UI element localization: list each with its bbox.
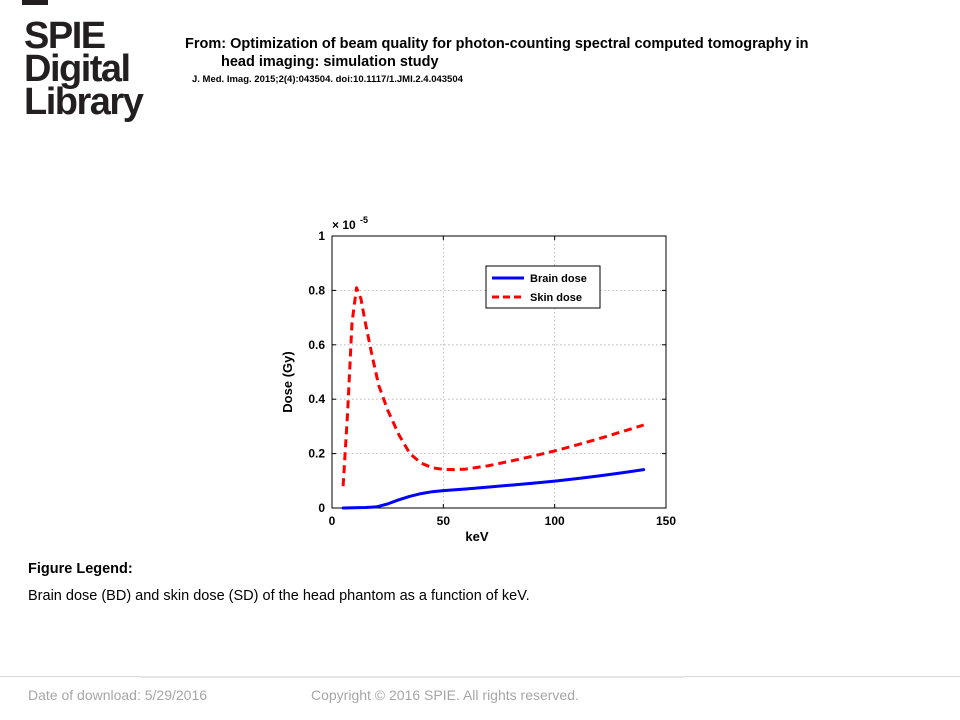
- spie-digital-library-logo: SPIE Digital Library: [24, 15, 144, 123]
- y-tick-label: 0.6: [308, 338, 325, 352]
- footer-divider-accent: [140, 676, 685, 678]
- legend-frame: [485, 265, 601, 309]
- figure-legend-title: Figure Legend:: [28, 561, 133, 577]
- logo-line-3: Library: [24, 81, 144, 123]
- legend-label-brain-dose: Brain dose: [530, 273, 587, 285]
- chart-legend: Brain dose Skin dose: [485, 265, 601, 309]
- series-line-skin-dose: [341, 286, 645, 487]
- x-tick-label: 100: [545, 514, 565, 528]
- y-tick-label: 0.8: [308, 283, 325, 297]
- logo-line-2: Digital: [24, 48, 131, 90]
- dose-chart: 0 50 100 150 0 0.2 0.4 0.6 0.8 1 × 10 -5 keV Dose…: [280, 215, 676, 544]
- x-tick-label: 150: [656, 514, 676, 528]
- axis-ticks: 0 50 100 150 0 0.2 0.4 0.6 0.8 1: [308, 229, 676, 528]
- y-tick-label: 0: [318, 501, 325, 515]
- figure-legend-text: Brain dose (BD) and skin dose (SD) of th…: [28, 588, 530, 604]
- y-tick-label: 0.2: [308, 447, 325, 461]
- x-tick-label: 50: [437, 514, 451, 528]
- x-tick-label: 0: [329, 514, 336, 528]
- legend-label-skin-dose: Skin dose: [530, 292, 582, 304]
- article-title-line-1: From: Optimization of beam quality for p…: [185, 36, 809, 52]
- y-tick-label: 1: [318, 229, 325, 243]
- download-date: Date of download: 5/29/2016: [28, 687, 208, 703]
- series-lines: [341, 286, 646, 510]
- series-line-brain-dose: [341, 468, 646, 510]
- x-axis-label: keV: [465, 529, 488, 544]
- citation: J. Med. Imag. 2015;2(4):043504. doi:10.1…: [192, 74, 463, 85]
- y-exponent-power: -5: [360, 215, 368, 225]
- y-tick-label: 0.4: [308, 392, 325, 406]
- logo-top-bar: [22, 0, 48, 5]
- plot-frame: [331, 235, 667, 509]
- copyright-notice: Copyright © 2016 SPIE. All rights reserv…: [311, 687, 579, 703]
- y-axis-label: Dose (Gy): [280, 351, 295, 412]
- y-exponent-base: × 10: [332, 218, 356, 232]
- logo-line-1: SPIE: [24, 15, 106, 57]
- article-title: From: Optimization of beam quality for p…: [185, 35, 925, 71]
- article-title-line-2: head imaging: simulation study: [221, 54, 439, 70]
